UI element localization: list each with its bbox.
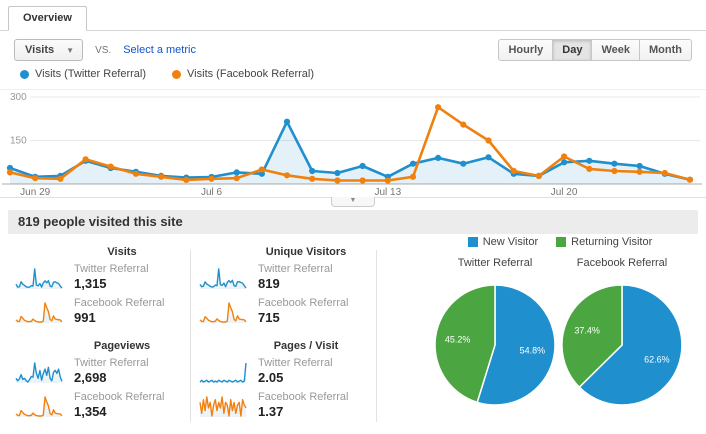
pie-chart-facebook: 62.6% 37.4%	[561, 284, 683, 406]
svg-text:300: 300	[10, 92, 27, 103]
metric-row-unique-twitter: Twitter Referral 819	[198, 263, 372, 292]
metric-text: Twitter Referral 2.05	[258, 357, 333, 386]
sparkline-visits-facebook	[15, 301, 63, 323]
metric-label: Twitter Referral	[258, 263, 333, 275]
sparkline-unique-twitter	[199, 267, 247, 289]
metric-value: 1.37	[258, 404, 284, 419]
metric-selector-dropdown[interactable]: Visits ▼	[14, 39, 84, 61]
svg-text:150: 150	[10, 136, 27, 147]
chart-top-divider	[0, 89, 706, 90]
metric-value: 2,698	[74, 370, 107, 385]
metric-label: Twitter Referral	[258, 357, 333, 369]
scorecard-divider-1	[190, 250, 191, 422]
twitter-series-dot-icon	[20, 69, 29, 79]
sparkline-visits-twitter	[15, 267, 63, 289]
metric-label: Facebook Referral	[258, 297, 349, 309]
metric-text: Facebook Referral 991	[74, 297, 165, 326]
legend-label-facebook: Visits (Facebook Referral)	[187, 68, 314, 80]
svg-text:62.6%: 62.6%	[644, 355, 670, 365]
scorecard-pages-per-visit: Pages / Visit Twitter Referral 2.05 Face…	[198, 340, 372, 420]
visitors-headline: 819 people visited this site	[8, 210, 698, 234]
legend-item-twitter: Visits (Twitter Referral)	[20, 68, 146, 80]
metric-row-unique-facebook: Facebook Referral 715	[198, 297, 372, 326]
scorecard-unique-visitors: Unique Visitors Twitter Referral 819 Fac…	[198, 246, 372, 326]
svg-text:45.2%: 45.2%	[445, 334, 471, 344]
pie-chart-twitter: 54.8% 45.2%	[434, 284, 556, 406]
chart-legend: Visits (Twitter Referral) Visits (Facebo…	[20, 68, 314, 80]
metric-row-pageviews-facebook: Facebook Referral 1,354	[14, 391, 188, 420]
visitor-type-legend: New Visitor Returning Visitor	[420, 236, 700, 248]
vs-label: VS.	[95, 44, 112, 56]
metric-value: 819	[258, 276, 280, 291]
chevron-down-icon: ▼	[66, 45, 75, 55]
chart-collapse-handle[interactable]: ▼	[331, 197, 375, 207]
scorecard-title: Unique Visitors	[265, 246, 347, 258]
granularity-hourly-button[interactable]: Hourly	[498, 39, 554, 61]
legend-item-returning-visitor: Returning Visitor	[556, 236, 652, 248]
tab-overview[interactable]: Overview	[8, 6, 87, 31]
metric-row-visits-facebook: Facebook Referral 991	[14, 297, 188, 326]
metric-label: Facebook Referral	[258, 391, 349, 403]
metric-label: Twitter Referral	[74, 357, 149, 369]
metric-value: 2.05	[258, 370, 284, 385]
legend-label-new-visitor: New Visitor	[482, 236, 539, 248]
metric-row-visits-twitter: Twitter Referral 1,315	[14, 263, 188, 292]
metric-row-ppv-twitter: Twitter Referral 2.05	[198, 357, 372, 386]
sparkline-ppv-twitter	[199, 362, 247, 383]
tabstrip-divider	[0, 30, 706, 31]
sparkline-unique-facebook	[199, 301, 247, 323]
metric-label: Facebook Referral	[74, 391, 165, 403]
returning-visitor-swatch-icon	[556, 237, 567, 247]
sparkline-ppv-facebook	[199, 395, 247, 417]
pie-title-twitter: Twitter Referral	[457, 257, 533, 269]
granularity-week-button[interactable]: Week	[592, 39, 641, 61]
metric-row-pageviews-twitter: Twitter Referral 2,698	[14, 357, 188, 386]
caret-down-icon: ▼	[349, 197, 357, 204]
svg-text:37.4%: 37.4%	[574, 325, 600, 335]
scorecard-title: Visits	[107, 246, 137, 258]
chart-toolbar: Visits ▼ VS. Select a metric Hourly Day …	[14, 38, 692, 62]
granularity-button-group: Hourly Day Week Month	[498, 39, 692, 61]
legend-label-twitter: Visits (Twitter Referral)	[35, 68, 147, 80]
new-visitor-swatch-icon	[467, 237, 478, 247]
scorecard-title: Pageviews	[93, 340, 151, 352]
scorecard-visits: Visits Twitter Referral 1,315 Facebook R…	[14, 246, 188, 326]
legend-label-returning-visitor: Returning Visitor	[571, 236, 653, 248]
svg-text:54.8%: 54.8%	[520, 346, 546, 356]
select-a-metric-link[interactable]: Select a metric	[123, 44, 196, 56]
svg-text:Jul 13: Jul 13	[374, 187, 401, 198]
scorecard-title: Pages / Visit	[273, 340, 339, 352]
granularity-day-button[interactable]: Day	[553, 39, 593, 61]
metric-text: Facebook Referral 1.37	[258, 391, 349, 420]
metric-value: 1,315	[74, 276, 107, 291]
scorecard-divider-2	[376, 250, 377, 422]
metric-text: Twitter Referral 1,315	[74, 263, 149, 292]
facebook-series-dot-icon	[172, 69, 182, 79]
scorecard-pageviews: Pageviews Twitter Referral 2,698 Faceboo…	[14, 340, 188, 420]
metric-text: Twitter Referral 819	[258, 263, 333, 292]
metric-label: Facebook Referral	[74, 297, 165, 309]
legend-item-facebook: Visits (Facebook Referral)	[172, 68, 314, 80]
sparkline-pageviews-facebook	[15, 395, 63, 417]
svg-text:Jul 20: Jul 20	[551, 187, 578, 198]
metric-value: 1,354	[74, 404, 107, 419]
metric-row-ppv-facebook: Facebook Referral 1.37	[198, 391, 372, 420]
metric-label: Twitter Referral	[74, 263, 149, 275]
pie-title-facebook: Facebook Referral	[576, 257, 668, 269]
svg-text:Jun 29: Jun 29	[20, 187, 50, 198]
metric-text: Facebook Referral 715	[258, 297, 349, 326]
svg-text:Jul 6: Jul 6	[201, 187, 223, 198]
granularity-month-button[interactable]: Month	[640, 39, 692, 61]
sparkline-pageviews-twitter	[15, 361, 63, 383]
metric-value: 991	[74, 310, 96, 325]
metric-text: Facebook Referral 1,354	[74, 391, 165, 420]
metric-text: Twitter Referral 2,698	[74, 357, 149, 386]
legend-item-new-visitor: New Visitor	[467, 236, 539, 248]
metric-value: 715	[258, 310, 280, 325]
visits-timeseries-chart: 150 300 Jun 29 Jul 6 Jul 13 Jul 20	[2, 92, 702, 198]
metric-selector-value: Visits	[25, 44, 55, 56]
